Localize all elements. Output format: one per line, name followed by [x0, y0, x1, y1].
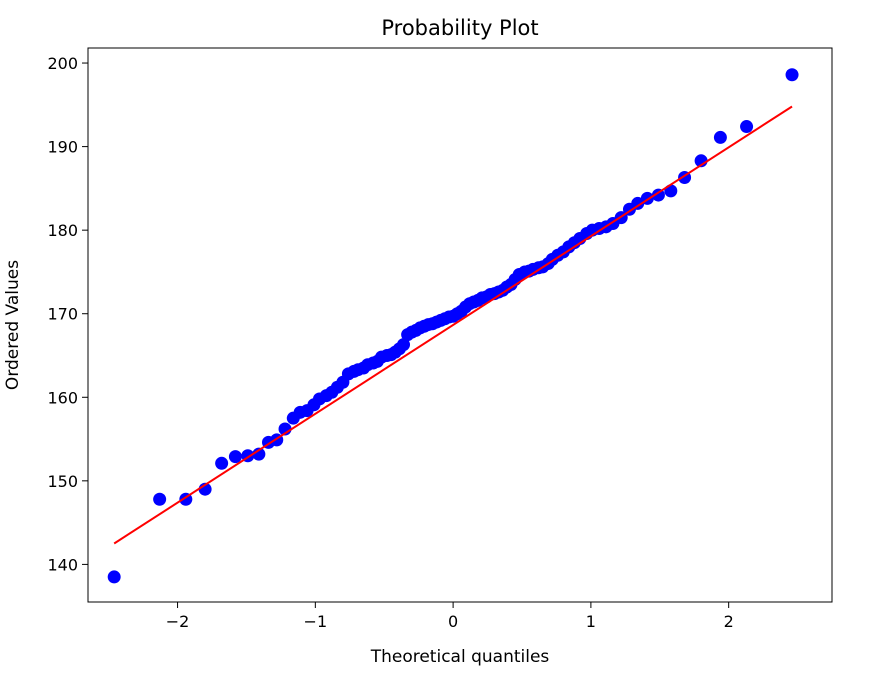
y-tick-label: 160	[47, 388, 78, 407]
data-point	[785, 68, 799, 82]
data-point	[252, 447, 266, 461]
x-axis: −2 −1 0 1 2	[166, 602, 734, 631]
x-axis-label: Theoretical quantiles	[370, 647, 550, 667]
data-point	[631, 196, 645, 210]
axes-frame	[87, 47, 833, 603]
x-tick-label: 1	[586, 612, 596, 631]
x-tick-label: −1	[304, 612, 328, 631]
x-tick-label: −2	[166, 612, 190, 631]
data-point	[664, 184, 678, 198]
y-axis-label: Ordered Values	[3, 260, 23, 390]
data-point	[228, 450, 242, 464]
data-point	[740, 120, 754, 134]
data-point	[651, 188, 665, 202]
data-point	[153, 492, 167, 506]
data-point	[713, 130, 727, 144]
data-point	[397, 338, 411, 352]
y-tick-label: 180	[47, 221, 78, 240]
y-tick-label: 190	[47, 138, 78, 157]
data-point	[107, 570, 121, 584]
chart-title: Probability Plot	[381, 16, 538, 40]
x-tick-label: 2	[724, 612, 734, 631]
y-tick-label: 150	[47, 472, 78, 491]
x-tick-label: 0	[448, 612, 458, 631]
y-axis: 140 150 160 170 180 190 200	[47, 54, 88, 574]
fit-line	[113, 105, 793, 545]
plot-area	[107, 68, 799, 584]
y-tick-label: 140	[47, 555, 78, 574]
y-tick-label: 170	[47, 305, 78, 324]
data-point	[215, 456, 229, 470]
y-tick-label: 200	[47, 54, 78, 73]
